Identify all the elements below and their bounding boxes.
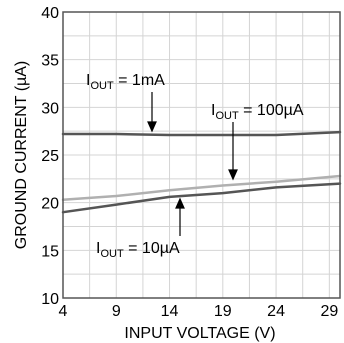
- x-tick-label: 9: [112, 303, 121, 320]
- y-axis-label: GROUND CURRENT (µA): [13, 61, 30, 249]
- x-axis-label: INPUT VOLTAGE (V): [124, 325, 275, 342]
- y-tick-label: 40: [41, 5, 59, 22]
- arrow-100ua-head: [228, 169, 238, 181]
- x-tick-label: 14: [161, 303, 179, 320]
- y-tick-label: 35: [41, 53, 59, 70]
- arrow-10ua-head: [175, 197, 185, 209]
- series-line-1: [61, 174, 342, 202]
- y-tick-labels: 10 15 20 25 30 35 40: [41, 5, 59, 308]
- x-tick-label: 24: [267, 303, 285, 320]
- y-tick-label: 20: [41, 196, 59, 213]
- series-lines: [61, 130, 342, 214]
- y-tick-label: 30: [41, 100, 59, 117]
- y-tick-label: 15: [41, 243, 59, 260]
- y-tick-label: 25: [41, 148, 59, 165]
- arrow-1ma-head: [147, 121, 157, 133]
- x-tick-label: 29: [320, 303, 338, 320]
- annotation-iout-100ua: IOUT = 100µA: [211, 102, 304, 122]
- x-tick-label: 4: [59, 303, 68, 320]
- annotation-iout-1ma: IOUT = 1mA: [86, 72, 165, 92]
- annotation-iout-10ua: IOUT = 10µA: [96, 240, 180, 260]
- series-line-0: [61, 130, 342, 137]
- x-tick-label: 19: [214, 303, 232, 320]
- x-tick-labels: 4 9 14 19 24 29: [59, 303, 339, 320]
- y-tick-label: 10: [41, 291, 59, 308]
- series-line-2: [61, 182, 342, 214]
- plot-area-frame: [62, 11, 341, 299]
